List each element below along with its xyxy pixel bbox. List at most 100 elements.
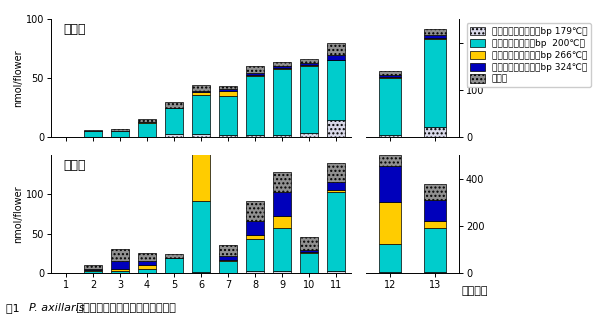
Bar <box>165 258 183 272</box>
Bar <box>246 76 264 135</box>
Bar <box>192 114 210 123</box>
Bar <box>192 91 210 92</box>
Bar <box>379 78 401 135</box>
Bar <box>111 272 129 273</box>
Bar <box>138 272 156 273</box>
Bar <box>424 40 446 127</box>
Bar <box>379 135 401 137</box>
Bar <box>301 237 318 250</box>
Bar <box>138 261 156 264</box>
Bar <box>379 244 401 272</box>
Bar <box>379 155 401 166</box>
Bar <box>301 133 318 137</box>
Bar <box>192 201 210 272</box>
Bar <box>273 172 291 192</box>
Bar <box>111 269 129 271</box>
Bar <box>328 182 345 190</box>
Bar <box>273 69 291 135</box>
Bar <box>219 260 237 261</box>
Bar <box>246 202 264 221</box>
Bar <box>138 264 156 269</box>
Bar <box>424 228 446 272</box>
Bar <box>219 96 237 135</box>
Bar <box>165 108 183 134</box>
Bar <box>379 272 401 273</box>
Text: 図1: 図1 <box>6 303 26 313</box>
Bar <box>301 65 318 66</box>
Bar <box>379 77 401 78</box>
Text: 発散量: 発散量 <box>63 23 86 36</box>
Bar <box>138 119 156 122</box>
Bar <box>424 29 446 35</box>
Bar <box>328 192 345 271</box>
Bar <box>246 240 264 271</box>
Bar <box>246 66 264 74</box>
Bar <box>424 39 446 40</box>
Bar <box>111 131 129 137</box>
Bar <box>138 122 156 123</box>
Bar <box>192 123 210 139</box>
Bar <box>424 35 446 39</box>
Bar <box>328 271 345 273</box>
Bar <box>273 66 291 68</box>
Bar <box>273 216 291 228</box>
Bar <box>219 135 237 137</box>
Text: 系統番号: 系統番号 <box>462 286 488 296</box>
Bar <box>192 139 210 201</box>
Bar <box>328 163 345 182</box>
Bar <box>273 62 291 66</box>
Bar <box>138 253 156 261</box>
Bar <box>192 85 210 91</box>
Bar <box>301 272 318 273</box>
Bar <box>192 95 210 134</box>
Bar <box>84 264 101 269</box>
Bar <box>328 60 345 120</box>
Bar <box>111 271 129 272</box>
Bar <box>219 91 237 96</box>
Bar <box>424 200 446 221</box>
Text: 内生量: 内生量 <box>63 159 86 172</box>
Bar <box>273 228 291 271</box>
Bar <box>246 271 264 273</box>
Bar <box>379 166 401 202</box>
Bar <box>165 102 183 108</box>
Bar <box>301 66 318 133</box>
Bar <box>301 253 318 272</box>
Y-axis label: nmol/flower: nmol/flower <box>13 185 23 243</box>
Bar <box>246 75 264 76</box>
Bar <box>192 92 210 95</box>
Text: 系統間における香気成分量の比較: 系統間における香気成分量の比較 <box>73 303 176 313</box>
Bar <box>301 63 318 65</box>
Bar <box>379 75 401 77</box>
Bar <box>273 135 291 137</box>
Bar <box>165 253 183 258</box>
Bar <box>192 272 210 273</box>
Legend: ベンズアルデヒド（bp 179℃）, 安息香酸メチル（bp  200℃）, イソオイゲノール（bp 266℃）, 安息香酸ベンジル（bp 324℃）, その他: ベンズアルデヒド（bp 179℃）, 安息香酸メチル（bp 200℃）, イソオ… <box>467 23 591 87</box>
Bar <box>328 120 345 137</box>
Bar <box>111 129 129 131</box>
Bar <box>111 249 129 262</box>
Bar <box>328 55 345 60</box>
Bar <box>424 272 446 273</box>
Bar <box>328 43 345 55</box>
Bar <box>273 68 291 69</box>
Bar <box>138 269 156 272</box>
Bar <box>246 235 264 240</box>
Bar <box>219 89 237 91</box>
Bar <box>273 192 291 216</box>
Bar <box>219 86 237 89</box>
Bar <box>219 256 237 260</box>
Bar <box>379 71 401 75</box>
Bar <box>84 130 101 131</box>
Bar <box>219 245 237 256</box>
Bar <box>165 134 183 137</box>
Bar <box>246 135 264 137</box>
Bar <box>111 262 129 269</box>
Bar <box>138 123 156 137</box>
Text: P. axillaris: P. axillaris <box>29 303 84 313</box>
Bar <box>165 272 183 273</box>
Bar <box>84 131 101 137</box>
Bar <box>246 74 264 75</box>
Bar <box>301 59 318 63</box>
Bar <box>424 185 446 200</box>
